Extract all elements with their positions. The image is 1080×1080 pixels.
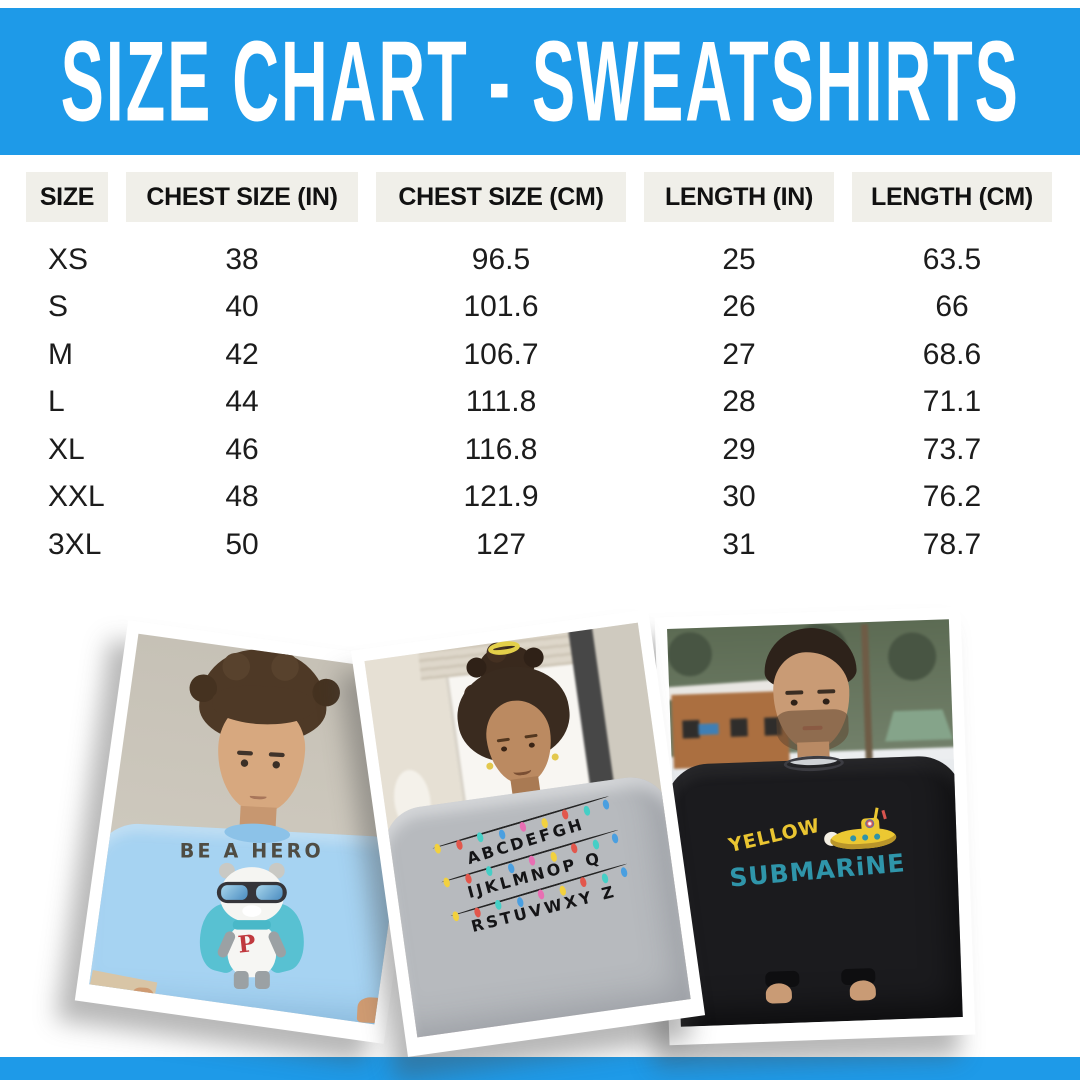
cell-length-cm: 66 — [935, 290, 969, 324]
model-hand — [356, 996, 390, 1024]
submarine-porthole — [861, 834, 869, 841]
cell-chest-cm: 111.8 — [465, 385, 537, 419]
submarine-porthole — [849, 835, 857, 842]
panda-leg — [233, 970, 249, 989]
building-window — [730, 718, 748, 737]
model-eyebrow — [817, 689, 836, 694]
title-banner: SIZE CHART - SWEATSHIRTS — [0, 8, 1080, 155]
cell-length-in: 26 — [722, 290, 756, 324]
table-row: M 42 106.7 27 68.6 — [26, 331, 1054, 379]
cell-chest-in: 40 — [225, 290, 259, 324]
panda-muzzle — [242, 905, 262, 917]
cell-size: XS — [48, 242, 89, 276]
cell-length-in: 25 — [722, 242, 756, 276]
cell-chest-cm: 96.5 — [471, 242, 531, 276]
model-hand — [130, 987, 155, 1012]
column-header-chest-in: CHEST SIZE (IN) — [126, 172, 358, 222]
photo-area: YELLOW SUBMARiNE — [667, 619, 963, 1027]
panda-leg — [255, 970, 270, 989]
cell-chest-cm: 106.7 — [463, 337, 539, 371]
submarine-periscope — [881, 809, 887, 820]
table-row: XL 46 116.8 29 73.7 — [26, 426, 1054, 474]
cell-chest-cm: 101.6 — [463, 290, 539, 324]
cell-size: L — [48, 385, 65, 419]
column-header-size: SIZE — [26, 172, 108, 222]
cell-length-cm: 71.1 — [922, 385, 982, 419]
model-eyebrow — [268, 752, 285, 758]
table-row: XXL 48 121.9 30 76.2 — [26, 474, 1054, 522]
cell-length-in: 31 — [722, 527, 756, 561]
sweatshirt-print: BE A HERO — [99, 841, 404, 993]
cell-length-cm: 76.2 — [922, 480, 982, 514]
table-row: S 40 101.6 26 66 — [26, 284, 1054, 332]
photo-area: ABCDEFGH IJKLMNOP Q RSTUVWXY Z — [364, 622, 691, 1038]
cell-size: S — [48, 290, 69, 324]
cell-length-in: 29 — [722, 432, 756, 466]
cell-size: XXL — [48, 480, 105, 514]
column-header-length-cm: LENGTH (CM) — [852, 172, 1052, 222]
table-row: 3XL 50 127 31 78.7 — [26, 521, 1054, 569]
model-eyebrow — [785, 690, 804, 695]
green-roof — [884, 709, 953, 741]
panda-badge-letter: P — [236, 929, 257, 960]
table-header-row: SIZE CHEST SIZE (IN) CHEST SIZE (CM) LEN… — [26, 172, 1054, 222]
product-photo-gray-sweatshirt: ABCDEFGH IJKLMNOP Q RSTUVWXY Z — [350, 609, 706, 1057]
model-eyebrow — [236, 750, 254, 756]
cell-chest-in: 42 — [225, 337, 259, 371]
cell-chest-cm: 116.8 — [464, 432, 538, 466]
print-text-yellow: YELLOW — [726, 814, 823, 858]
cell-chest-in: 44 — [225, 385, 259, 419]
sunglasses-lens — [256, 885, 283, 900]
sunglasses-icon — [216, 881, 287, 904]
submarine-rainbow-ring — [864, 818, 875, 829]
cell-length-in: 27 — [722, 337, 756, 371]
table-row: L 44 111.8 28 71.1 — [26, 379, 1054, 427]
page-title: SIZE CHART - SWEATSHIRTS — [60, 17, 1020, 146]
cell-chest-in: 38 — [225, 242, 259, 276]
cell-length-cm: 78.7 — [922, 527, 982, 561]
superhero-panda-icon: P — [192, 862, 312, 992]
cell-chest-in: 48 — [225, 480, 259, 514]
model-mouth — [802, 725, 823, 731]
table-body: XS 38 96.5 25 63.5 S 40 101.6 26 66 M 42… — [26, 236, 1054, 569]
submarine-porthole — [873, 833, 881, 840]
table-row: XS 38 96.5 25 63.5 — [26, 236, 1054, 284]
cell-length-in: 28 — [722, 385, 756, 419]
cell-length-cm: 73.7 — [922, 432, 982, 466]
model-hand — [765, 982, 793, 1004]
cell-chest-cm: 127 — [475, 527, 527, 561]
yellow-submarine-icon — [822, 804, 903, 855]
building-window — [682, 719, 700, 739]
column-header-chest-cm: CHEST SIZE (CM) — [376, 172, 626, 222]
panda-scarf — [232, 920, 271, 930]
cell-length-cm: 68.6 — [922, 337, 982, 371]
cell-chest-in: 50 — [225, 527, 259, 561]
column-header-length-in: LENGTH (IN) — [644, 172, 834, 222]
cell-length-in: 30 — [722, 480, 756, 514]
footer-bar — [0, 1057, 1080, 1080]
product-photo-black-sweatshirt: YELLOW SUBMARiNE — [654, 606, 976, 1046]
cell-chest-in: 46 — [225, 432, 259, 466]
sunglasses-lens — [221, 885, 248, 900]
building-sign — [698, 723, 719, 736]
model-hand — [849, 979, 877, 1001]
cell-size: XL — [48, 432, 85, 466]
cell-length-cm: 63.5 — [922, 242, 982, 276]
print-text: BE A HERO — [179, 840, 324, 863]
size-table: SIZE CHEST SIZE (IN) CHEST SIZE (CM) LEN… — [26, 172, 1054, 569]
cell-chest-cm: 121.9 — [463, 480, 539, 514]
cell-size: M — [48, 337, 73, 371]
cell-size: 3XL — [48, 527, 102, 561]
